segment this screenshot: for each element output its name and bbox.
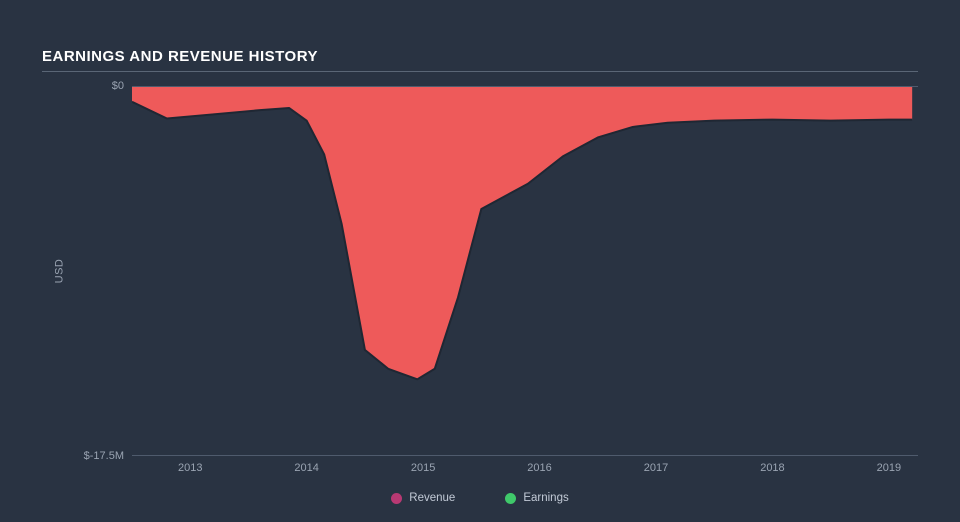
y-tick-container: $0$-17.5M	[76, 86, 132, 456]
series-area	[132, 87, 912, 379]
x-tick-label: 2014	[294, 462, 318, 474]
x-tick-label: 2013	[178, 462, 202, 474]
chart-body: USD $0$-17.5M	[42, 86, 918, 456]
legend: Revenue Earnings	[42, 492, 918, 504]
x-tick-label: 2017	[644, 462, 668, 474]
legend-item: Earnings	[505, 492, 568, 504]
legend-swatch	[505, 493, 516, 504]
x-tick-label: 2019	[877, 462, 901, 474]
chart-title: EARNINGS AND REVENUE HISTORY	[42, 48, 918, 65]
plot-area	[132, 86, 918, 456]
y-tick-label: $-17.5M	[84, 450, 124, 462]
legend-swatch	[391, 493, 402, 504]
title-underline	[42, 71, 918, 72]
y-axis-label: USD	[53, 259, 65, 284]
x-tick-container: 2013 2014 2015 2016 2017 2018 2019	[132, 456, 918, 480]
x-tick-label: 2015	[411, 462, 435, 474]
y-tick-label: $0	[112, 80, 124, 92]
x-tick-label: 2018	[760, 462, 784, 474]
chart-container: EARNINGS AND REVENUE HISTORY USD $0$-17.…	[0, 0, 960, 522]
ylabel-container: USD	[42, 86, 76, 456]
legend-label: Revenue	[409, 492, 455, 504]
legend-label: Earnings	[523, 492, 568, 504]
plot-svg	[132, 87, 918, 455]
x-tick-label: 2016	[527, 462, 551, 474]
legend-item: Revenue	[391, 492, 455, 504]
